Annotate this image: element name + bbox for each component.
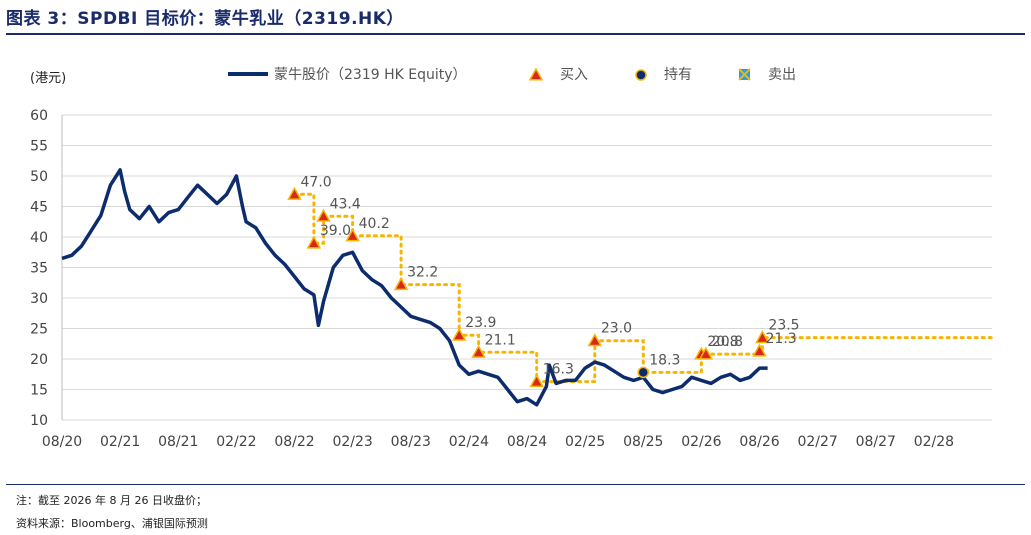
y-tick-label: 45 xyxy=(30,200,48,216)
rating-label: 32.2 xyxy=(407,265,438,281)
buy-marker xyxy=(287,186,302,200)
price-target-chart: 10 15 20 25 30 35 40 45 50 55 60 08/20 02/21 08/21 02/… xyxy=(30,67,994,450)
y-tick-label: 40 xyxy=(30,230,48,246)
figure-title: 图表 3：SPDBI 目标价：蒙牛乳业（2319.HK） xyxy=(6,9,404,29)
rating-label: 20.8 xyxy=(707,334,738,350)
rating-label: 47.0 xyxy=(301,174,332,190)
price-line xyxy=(61,168,768,407)
hold-marker xyxy=(637,366,649,379)
legend-label-buy: 买入 xyxy=(560,67,588,83)
x-tick-label: 08/20 xyxy=(42,434,82,450)
y-tick-label: 30 xyxy=(30,291,48,307)
x-tick-label: 08/27 xyxy=(856,434,896,450)
y-tick-label: 35 xyxy=(30,261,48,277)
legend-label-hold: 持有 xyxy=(664,67,692,83)
buy-marker xyxy=(587,333,603,347)
buy-marker xyxy=(752,343,767,357)
source-note: 资料来源：Bloomberg、浦银国际预测 xyxy=(16,517,208,530)
x-tick-label: 02/25 xyxy=(565,434,605,450)
bottom-rule xyxy=(6,484,1025,485)
target-price-line xyxy=(293,192,994,384)
price-series xyxy=(61,168,768,407)
x-tick-label: 02/24 xyxy=(449,434,489,450)
buy-marker xyxy=(451,327,467,341)
y-axis-label: (港元) xyxy=(30,71,66,86)
title-rule xyxy=(6,33,1025,35)
rating-label: 23.0 xyxy=(601,321,632,337)
x-tick-label: 08/22 xyxy=(274,434,314,450)
buy-marker xyxy=(755,330,770,344)
buy-marker xyxy=(316,208,331,222)
x-tick-label: 08/24 xyxy=(507,434,547,450)
rating-label: 23.5 xyxy=(768,318,799,334)
x-tick-label: 02/22 xyxy=(216,434,256,450)
y-tick-label: 15 xyxy=(30,383,48,399)
rating-label: 43.4 xyxy=(330,196,361,212)
rating-label: 21.3 xyxy=(766,331,797,347)
y-tick-label: 10 xyxy=(30,413,48,429)
x-tick-label: 02/26 xyxy=(681,434,721,450)
y-tick-label: 25 xyxy=(30,322,48,338)
buy-marker xyxy=(306,235,322,249)
buy-marker xyxy=(698,346,714,360)
rating-label: 21.1 xyxy=(485,332,516,348)
x-tick-label: 08/25 xyxy=(623,434,663,450)
x-tick-label: 02/27 xyxy=(797,434,837,450)
y-tick-label: 55 xyxy=(30,139,48,155)
legend-sell-cross xyxy=(738,68,751,81)
rating-label: 40.2 xyxy=(359,216,390,232)
rating-label: 16.3 xyxy=(543,362,574,378)
rating-labels: 47.0 39.0 43.4 40.2 32.2 23.921.1 16.3 23.0 18.3… xyxy=(301,174,800,377)
grid-layer xyxy=(62,114,992,421)
legend-label-sell: 卖出 xyxy=(768,67,796,83)
x-tick-label: 08/26 xyxy=(739,434,779,450)
rating-label: 18.3 xyxy=(649,352,680,368)
x-tick-label: 02/28 xyxy=(914,434,954,450)
y-tick-label: 50 xyxy=(30,169,48,185)
x-tick-label: 02/23 xyxy=(332,434,372,450)
y-tick-label: 20 xyxy=(30,352,48,368)
legend-label-price: 蒙牛股价（2319 HK Equity） xyxy=(274,67,467,83)
x-tick-label: 02/21 xyxy=(100,434,140,450)
footnote: 注：截至 2026 年 8 月 26 日收盘价； xyxy=(16,494,207,507)
y-tick-label: 60 xyxy=(30,108,48,124)
target-price-path xyxy=(293,192,994,384)
x-tick-label: 08/21 xyxy=(158,434,198,450)
buy-marker xyxy=(393,277,409,291)
buy-marker xyxy=(345,228,360,242)
buy-marker xyxy=(471,344,486,358)
rating-markers xyxy=(287,186,770,388)
legend-buy-swatch xyxy=(528,67,544,81)
legend: 蒙牛股价（2319 HK Equity） 买入 持有 卖出 xyxy=(228,67,796,83)
rating-label: 23.9 xyxy=(465,315,496,331)
legend-hold-swatch xyxy=(635,69,647,81)
rating-label: 39.0 xyxy=(320,223,351,239)
buy-marker xyxy=(529,374,544,388)
rating-label: 20.8 xyxy=(712,334,743,350)
axis-layer: 10 15 20 25 30 35 40 45 50 55 60 08/20 02/21 08/21 02/… xyxy=(30,71,954,450)
x-tick-label: 08/23 xyxy=(391,434,431,450)
